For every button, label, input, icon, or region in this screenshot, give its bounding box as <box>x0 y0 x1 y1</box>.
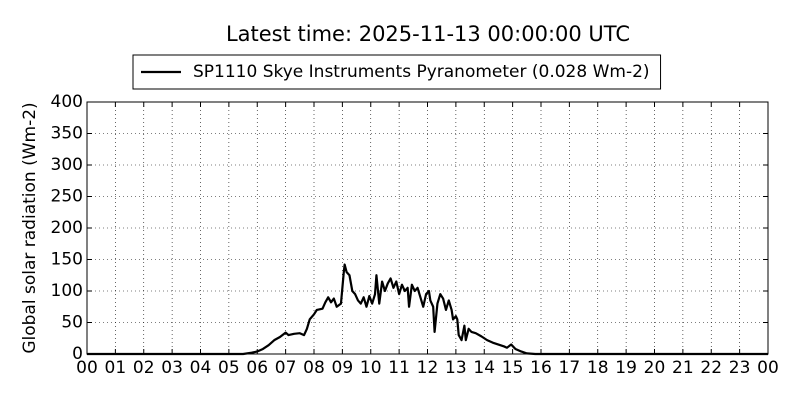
x-tick-label: 15 <box>502 358 524 378</box>
y-tick-label: 150 <box>51 250 83 270</box>
x-tick-label: 18 <box>587 358 609 378</box>
x-tick-label: 05 <box>218 358 240 378</box>
y-tick-label: 400 <box>51 92 83 112</box>
data-line <box>87 263 768 356</box>
x-tick-label: 08 <box>303 358 325 378</box>
x-tick-label: 10 <box>360 358 382 378</box>
x-tick-label: 20 <box>644 358 666 378</box>
x-tick-label: 03 <box>161 358 183 378</box>
x-tick-label: 02 <box>133 358 155 378</box>
x-tick-label: 14 <box>473 358 495 378</box>
y-tick-label: 0 <box>72 344 83 364</box>
y-tick-label: 200 <box>51 218 83 238</box>
x-tick-label: 17 <box>559 358 581 378</box>
x-tick-label: 07 <box>275 358 297 378</box>
x-tick-label: 06 <box>246 358 268 378</box>
x-tick-label: 00 <box>757 358 779 378</box>
x-tick-label: 16 <box>530 358 552 378</box>
x-tick-label: 22 <box>700 358 722 378</box>
x-tick-label: 19 <box>615 358 637 378</box>
y-axis-label: Global solar radiation (Wm-2) <box>20 102 40 353</box>
x-tick-label: 04 <box>190 358 212 378</box>
x-tick-label: 00 <box>76 358 98 378</box>
plot-frame <box>86 101 769 355</box>
y-tick-label: 300 <box>51 155 83 175</box>
chart-title: Latest time: 2025-11-13 00:00:00 UTC <box>226 22 630 46</box>
x-tick-label: 21 <box>672 358 694 378</box>
x-tick-label: 23 <box>729 358 751 378</box>
x-tick-label: 11 <box>388 358 410 378</box>
y-tick-label: 50 <box>61 313 83 333</box>
y-tick-label: 350 <box>51 124 83 144</box>
x-tick-label: 09 <box>332 358 354 378</box>
y-tick-label: 250 <box>51 187 83 207</box>
y-tick-label: 100 <box>51 281 83 301</box>
x-tick-label: 13 <box>445 358 467 378</box>
legend-box <box>132 54 662 90</box>
x-tick-label: 12 <box>417 358 439 378</box>
legend-label: SP1110 Skye Instruments Pyranometer (0.0… <box>193 62 650 82</box>
x-tick-label: 01 <box>105 358 127 378</box>
